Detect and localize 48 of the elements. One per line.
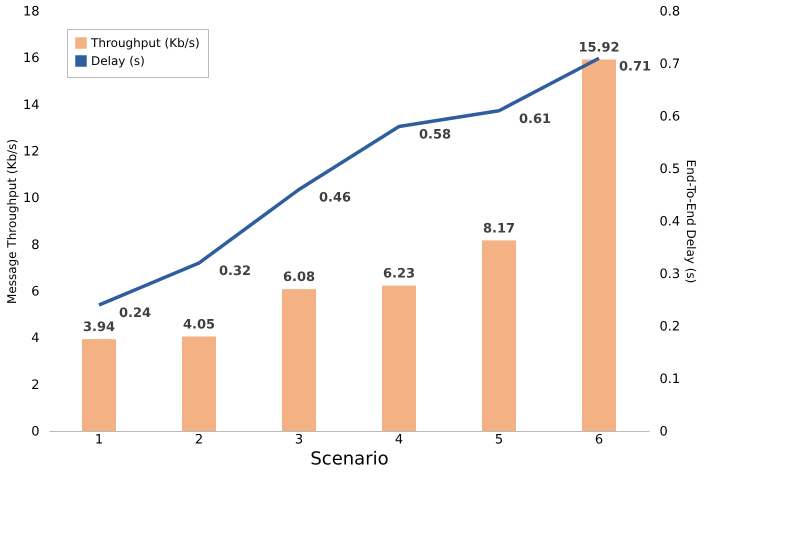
y2-tick-label: 0.5 (660, 162, 680, 177)
y2-tick-label: 0.7 (660, 57, 680, 72)
bar (82, 339, 116, 431)
y-tick-label: 16 (22, 51, 40, 66)
y2-tick-label: 0.1 (660, 372, 680, 387)
bar (282, 289, 316, 431)
data-label: 6.23 (382, 266, 416, 282)
y2-axis-title: End-To-End Delay (s) (684, 160, 698, 284)
y2-tick-label: 0.3 (660, 267, 680, 282)
y-tick-label: 14 (22, 98, 40, 113)
y-tick-label: 10 (22, 191, 40, 206)
data-label: 4.05 (182, 318, 216, 332)
data-label: 0.46 (319, 190, 352, 206)
bar (182, 336, 216, 431)
x-tick-label: 6 (594, 432, 604, 448)
bar (482, 240, 516, 431)
y2-tick-label: 0.2 (660, 320, 680, 334)
y2-tick-label: 0.8 (660, 4, 680, 20)
x-tick-label: 3 (294, 432, 304, 448)
data-label: 3.94 (82, 320, 116, 336)
x-tick-label: 4 (394, 432, 404, 448)
y2-tick-label: 0.6 (660, 110, 680, 124)
data-label: 0.32 (219, 264, 252, 279)
y-tick-label: 8 (31, 238, 40, 253)
y2-tick-label: 0.4 (660, 214, 680, 230)
y-tick-label: 2 (31, 378, 40, 393)
x-tick-label: 1 (94, 432, 104, 448)
bar (382, 286, 416, 431)
y-tick-label: 4 (31, 331, 40, 346)
x-tick-label: 5 (494, 432, 504, 448)
data-label: 15.92 (578, 40, 620, 56)
data-label: 0.71 (619, 59, 652, 74)
data-label: 6.08 (282, 270, 316, 286)
y-tick-label: 0 (31, 424, 40, 440)
y-tick-label: 12 (22, 144, 40, 160)
y-tick-label: 6 (31, 284, 40, 300)
bar (582, 60, 616, 431)
x-axis-title: Scenario (310, 448, 389, 470)
y-tick-label: 18 (22, 4, 40, 20)
data-label: 0.61 (519, 112, 552, 127)
y2-tick-label: 0 (660, 424, 668, 440)
y-axis-title: Message Throughput (Kb/s) (4, 138, 19, 304)
data-label: 0.58 (419, 128, 452, 142)
data-label: 8.17 (482, 221, 516, 236)
legend-label: Throughput (Kb/s) (90, 36, 200, 50)
data-label: 0.24 (119, 306, 152, 321)
x-tick-label: 2 (194, 432, 204, 448)
legend-label: Delay (s) (91, 54, 145, 68)
